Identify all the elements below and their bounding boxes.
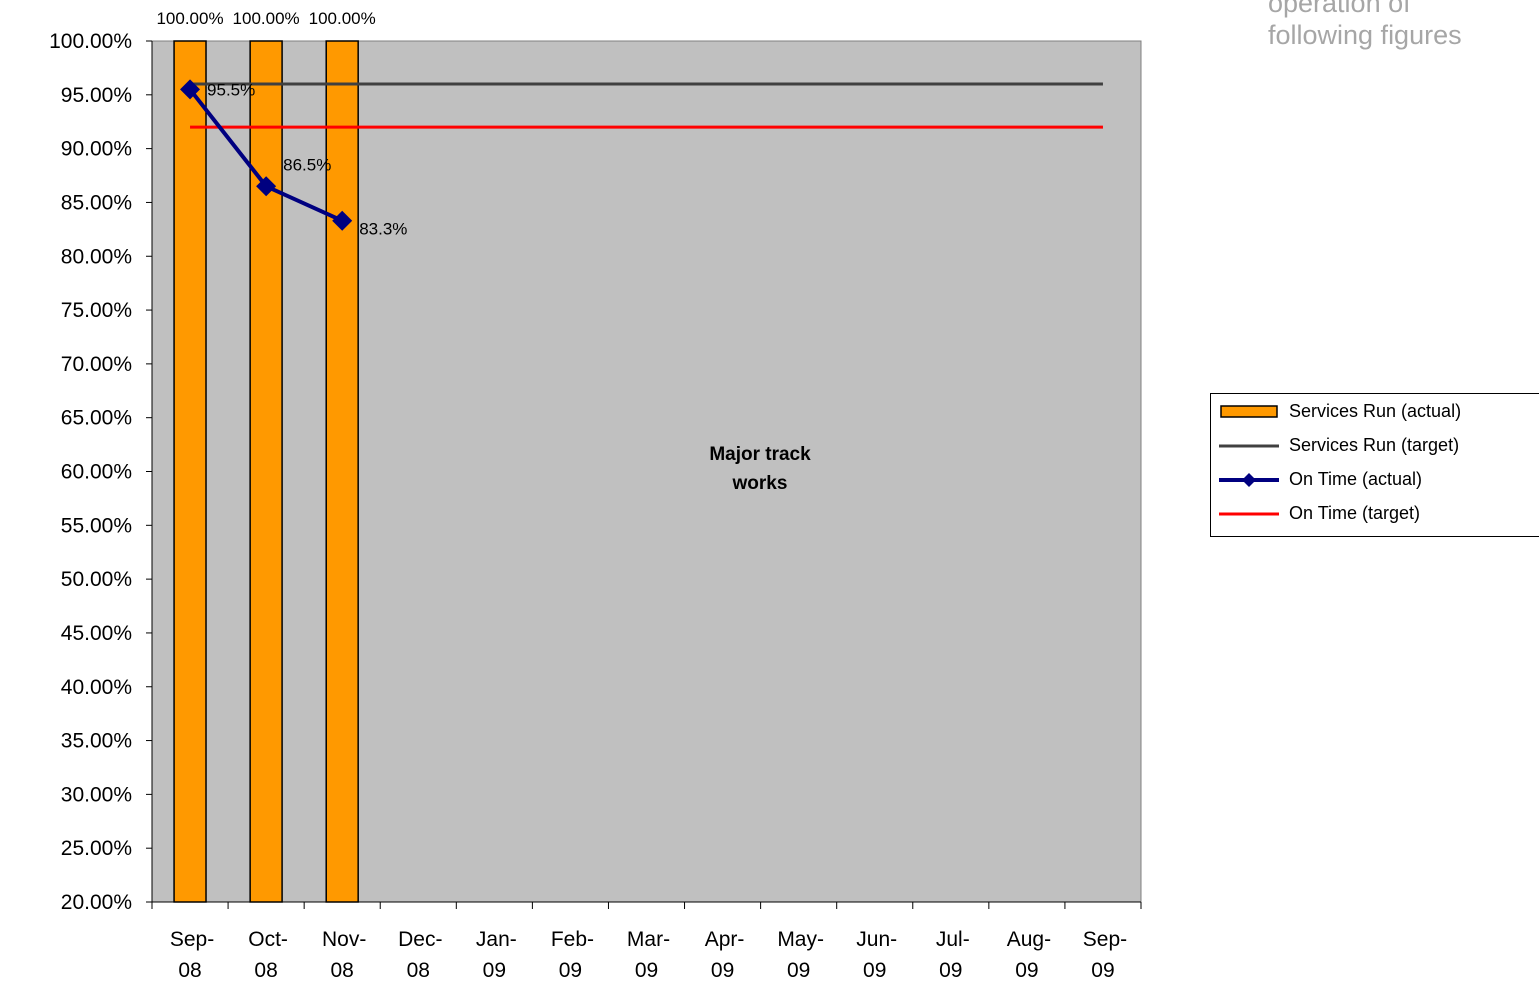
background-text-line2: following figures: [1268, 20, 1462, 50]
x-tick-label: 09: [635, 959, 658, 982]
y-tick-label: 60.00%: [61, 461, 132, 484]
bar-services-run-actual: [325, 40, 359, 903]
annotation-line1: Major track: [709, 444, 811, 465]
on-time-data-label: 83.3%: [359, 220, 407, 239]
x-tick-label: 08: [331, 959, 354, 982]
y-tick-label: 40.00%: [61, 676, 132, 699]
x-tick-label: Nov-: [322, 928, 366, 951]
x-tick-label: 09: [711, 959, 734, 982]
y-tick-label: 35.00%: [61, 730, 132, 753]
plot-area: [151, 40, 1142, 903]
legend-label: On Time (target): [1289, 503, 1421, 523]
on-time-actual-marker: [332, 210, 353, 231]
y-tick-label: 70.00%: [61, 353, 132, 376]
on-time-actual-marker: [256, 176, 277, 197]
bar-data-label: 100.00%: [233, 9, 300, 28]
legend-label: Services Run (actual): [1289, 401, 1462, 421]
legend-item-on-time-target: On Time (target): [1211, 502, 1539, 526]
data-labels: 100.00% 100.00% 100.00% 95.5% 86.5% 83.3%: [156, 9, 407, 239]
legend-label: Services Run (target): [1289, 435, 1460, 455]
annotation-line2: works: [732, 473, 788, 494]
x-tick-label: Jan-: [476, 928, 517, 951]
bar-data-label: 100.00%: [156, 9, 223, 28]
x-tick-label: Sep-: [1083, 928, 1127, 951]
target-lines: [190, 82, 1103, 129]
x-tick-label: Oct-: [248, 928, 288, 951]
x-tick-label: Mar-: [627, 928, 670, 951]
on-time-actual-marker: [180, 79, 201, 100]
on-time-data-label: 95.5%: [207, 80, 255, 99]
x-tick-label: 08: [407, 959, 430, 982]
y-tick-label: 75.00%: [61, 299, 132, 322]
x-tick-label: 09: [483, 959, 506, 982]
x-tick-label: Sep-: [170, 928, 214, 951]
x-tick-label: Feb-: [551, 928, 594, 951]
x-tick-label: Aug-: [1007, 928, 1051, 951]
x-tick-label: May-: [777, 928, 824, 951]
y-axis: 20.00% 25.00% 30.00% 35.00% 40.00% 45.00% 50.0…: [49, 30, 153, 914]
on-time-data-label: 86.5%: [283, 155, 331, 174]
legend-line-icon: [1219, 512, 1279, 516]
x-tick-label: 09: [1091, 959, 1114, 982]
legend-label: On Time (actual): [1289, 469, 1423, 489]
y-tick-label: 80.00%: [61, 245, 132, 268]
x-tick-label: 09: [939, 959, 962, 982]
background-text-line1: operation of: [1268, 0, 1411, 18]
x-tick-label: Jul-: [936, 928, 970, 951]
chart-legend: Services Run (actual) Services Run (targ…: [1210, 393, 1539, 537]
y-tick-label: 30.00%: [61, 783, 132, 806]
x-tick-label: Dec-: [398, 928, 442, 951]
legend-item-on-time-actual: On Time (actual): [1211, 468, 1539, 492]
bar-services-run-actual: [173, 40, 207, 903]
bar-data-label: 100.00%: [309, 9, 376, 28]
y-tick-label: 65.00%: [61, 407, 132, 430]
x-tick-label: Jun-: [856, 928, 897, 951]
y-tick-label: 20.00%: [61, 891, 132, 914]
x-tick-label: 09: [787, 959, 810, 982]
x-tick-label: 09: [1015, 959, 1038, 982]
legend-item-services-run-target: Services Run (target): [1211, 434, 1539, 458]
y-tick-label: 45.00%: [61, 622, 132, 645]
y-tick-label: 100.00%: [49, 30, 132, 53]
x-tick-label: Apr-: [705, 928, 745, 951]
legend-item-services-run-actual: Services Run (actual): [1211, 400, 1539, 424]
y-tick-label: 55.00%: [61, 514, 132, 537]
legend-swatch-bar-icon: [1220, 405, 1278, 418]
x-tick-label: 08: [178, 959, 201, 982]
x-axis: Sep- 08 Oct- 08 Nov- 08 Dec- 08 Jan- 09 Feb- 09 Mar-…: [151, 901, 1142, 982]
legend-line-icon: [1219, 444, 1279, 448]
on-time-actual-series: [180, 79, 353, 231]
y-tick-label: 95.00%: [61, 84, 132, 107]
y-tick-label: 25.00%: [61, 837, 132, 860]
x-tick-label: 09: [863, 959, 886, 982]
y-tick-label: 90.00%: [61, 138, 132, 161]
x-tick-label: 08: [254, 959, 277, 982]
y-tick-label: 85.00%: [61, 191, 132, 214]
y-tick-label: 50.00%: [61, 568, 132, 591]
x-tick-label: 09: [559, 959, 582, 982]
legend-line-diamond-icon: [1219, 473, 1279, 487]
